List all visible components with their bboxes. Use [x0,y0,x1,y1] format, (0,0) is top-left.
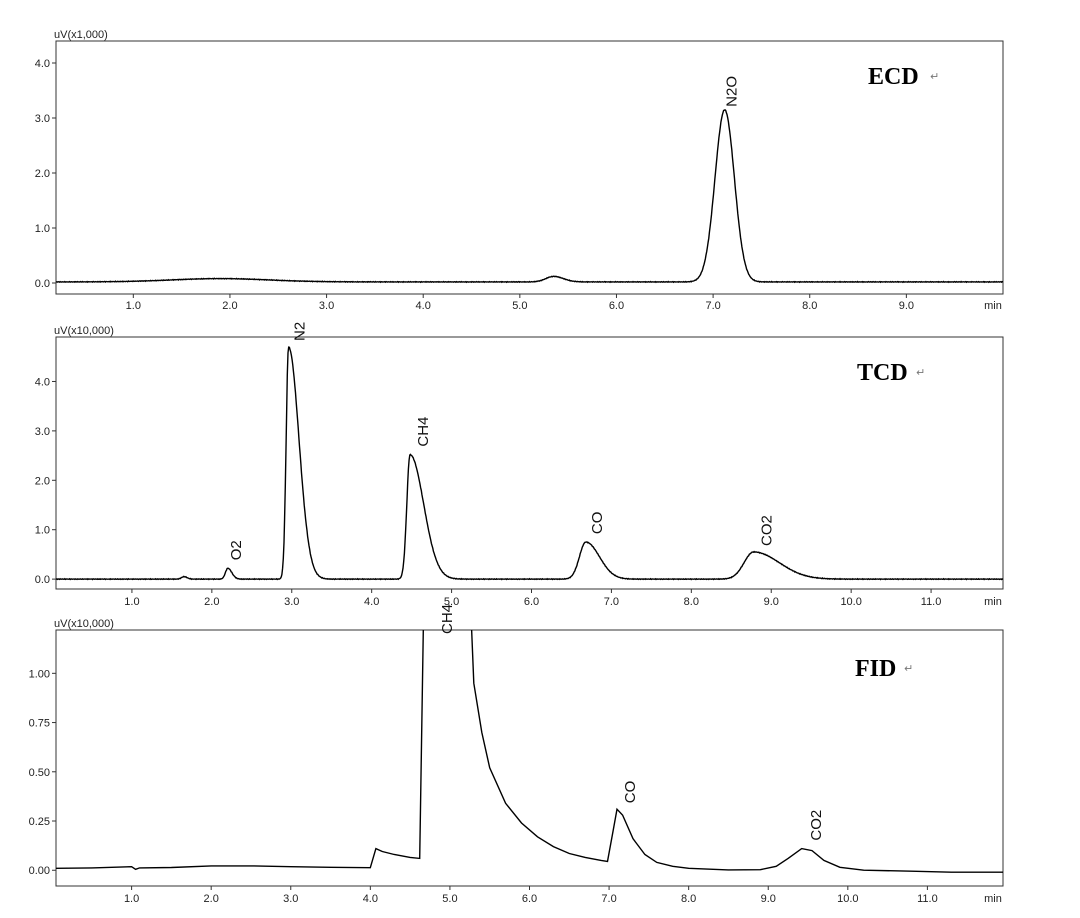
y-tick-label: 0.50 [29,767,50,779]
x-axis-label: min [984,300,1002,312]
panel-fid: uV(x10,000) 0.00 0.25 0.50 0.75 1.00 1.0 2.0 3.0… [29,604,1004,905]
x-tick-label: 9.0 [761,893,776,905]
x-tick-label: 8.0 [681,893,696,905]
series-trace-tcd [56,346,1003,581]
x-tick-label: 7.0 [601,893,616,905]
series-trace-ecd [56,108,1003,284]
x-tick-label: 11.0 [917,893,938,905]
peak-label: CO [622,781,639,804]
x-tick-label: 1.0 [124,596,139,608]
peak-label: N2O [724,76,741,107]
y-tick-label: 0.25 [29,816,50,828]
x-tick-label: 8.0 [684,596,699,608]
return-mark-icon: ↵ [904,662,913,675]
return-mark-icon: ↵ [930,70,939,83]
panel-ecd: uV(x1,000) 0.0 1.0 2.0 3.0 4.0 1.0 2.0 3.0 4.0 5.0… [35,29,1004,312]
x-tick-label: 2.0 [222,300,237,312]
x-tick-label: 1.0 [126,300,141,312]
x-tick-label: 10.0 [840,596,861,608]
y-tick-label: 1.00 [29,668,50,680]
panel-tcd: uV(x10,000) 0.0 1.0 2.0 3.0 4.0 1.0 2.0 3.0 4.0 5.… [35,322,1004,608]
y-tick-label: 2.0 [35,168,50,180]
x-tick-label: 4.0 [416,300,431,312]
plot-frame [55,336,1004,590]
y-tick-label: 3.0 [35,426,50,438]
y-tick-label: 3.0 [35,113,50,125]
y-tick-label: 1.0 [35,223,50,235]
peak-label: CO [589,512,606,535]
y-tick-label: 0.0 [35,278,50,290]
x-tick-label: 6.0 [609,300,624,312]
y-unit-label: uV(x10,000) [54,325,114,337]
y-tick-label: 4.0 [35,58,50,70]
x-tick-label: 11.0 [921,596,942,608]
detector-label: FID [855,656,896,682]
y-tick-label: 0.75 [29,718,50,730]
y-tick-label: 1.0 [35,525,50,537]
y-unit-label: uV(x10,000) [54,618,114,630]
x-tick-label: 4.0 [363,893,378,905]
return-mark-icon: ↵ [916,366,925,379]
x-tick-label: 3.0 [319,300,334,312]
x-tick-label: 9.0 [764,596,779,608]
peak-label: N2 [292,322,309,341]
plot-frame [55,40,1004,295]
y-unit-label: uV(x1,000) [54,29,108,41]
x-tick-label: 3.0 [284,596,299,608]
y-tick-label: 0.00 [29,865,50,877]
x-tick-label: 5.0 [444,596,459,608]
x-tick-label: 6.0 [522,893,537,905]
peak-label: O2 [228,540,245,560]
x-tick-label: 5.0 [512,300,527,312]
x-tick-label: 6.0 [524,596,539,608]
x-tick-label: 10.0 [837,893,858,905]
y-tick-label: 0.0 [35,574,50,586]
peak-label: CH4 [415,417,432,447]
x-axis-label: min [984,893,1002,905]
peak-label: CO2 [808,810,825,841]
x-tick-label: 7.0 [705,300,720,312]
peak-label: CO2 [759,515,776,546]
series-trace-fid [56,630,1003,873]
detector-label: ECD [868,64,919,90]
x-tick-label: 3.0 [283,893,298,905]
x-tick-label: 9.0 [899,300,914,312]
detector-label: TCD [857,360,908,386]
x-tick-label: 2.0 [204,893,219,905]
peak-label: CH4 [439,604,456,634]
y-tick-label: 4.0 [35,376,50,388]
x-tick-label: 7.0 [604,596,619,608]
x-tick-label: 4.0 [364,596,379,608]
x-tick-label: 2.0 [204,596,219,608]
x-axis-label: min [984,596,1002,608]
x-tick-label: 5.0 [442,893,457,905]
x-tick-label: 8.0 [802,300,817,312]
x-tick-label: 1.0 [124,893,139,905]
y-tick-label: 2.0 [35,475,50,487]
